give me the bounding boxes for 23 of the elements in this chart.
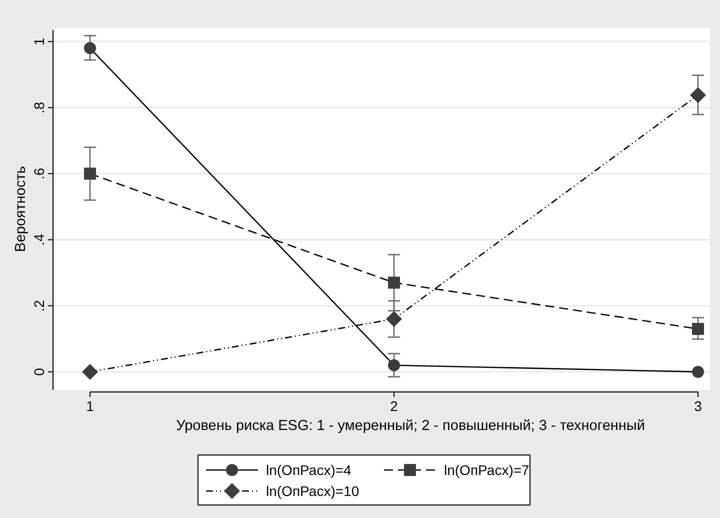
point [84,42,96,54]
point [388,359,400,372]
legend-label: ln(ОпРасх)=4 [266,462,352,478]
y-axis-title: Вероятность [13,166,29,252]
y-tick-label: .2 [31,300,47,312]
x-tick-label: 2 [390,398,398,414]
x-tick-label: 1 [86,398,94,414]
point [690,87,706,104]
point [82,364,98,380]
point [386,310,402,327]
y-tick-label: .4 [31,234,47,246]
y-tick-label: 0 [31,368,47,376]
x-tick-label: 3 [694,398,702,414]
point [388,276,400,289]
point [692,322,704,335]
y-tick-label: .8 [31,102,47,114]
y-tick-label: .6 [31,168,47,180]
point [692,366,704,378]
y-tick-label: 1 [31,37,47,46]
legend-label: ln(ОпРасх)=7 [444,462,530,478]
legend-label: ln(ОпРасх)=10 [266,483,360,499]
x-axis-title: Уровень риска ESG: 1 - умеренный; 2 - повышенный; 3 - техногенный [176,418,645,434]
point [84,168,96,180]
